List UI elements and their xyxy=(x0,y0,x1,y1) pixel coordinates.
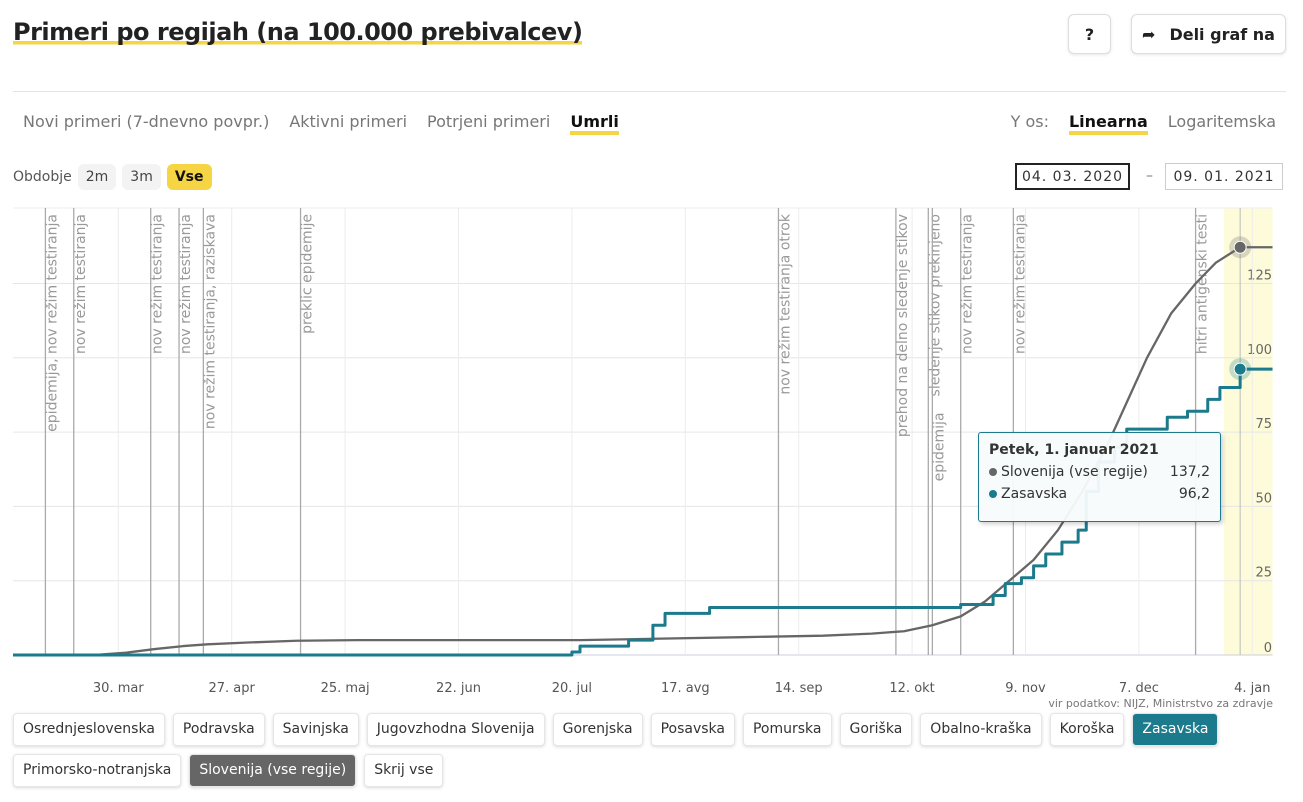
period-all-button[interactable]: Vse xyxy=(166,164,212,190)
tab-potrjeni-primeri[interactable]: Potrjeni primeri xyxy=(427,112,551,131)
data-source: vir podatkov: NIJZ, Ministrstvo za zdrav… xyxy=(1048,697,1273,710)
region-button-savinjska[interactable]: Savinjska xyxy=(272,713,359,746)
y-tick-label: 50 xyxy=(1255,491,1272,506)
series-line-slovenija-vse-regije- xyxy=(13,246,1273,657)
hover-point xyxy=(1233,362,1247,376)
x-tick-label: 7. dec xyxy=(1119,681,1159,696)
tab-aktivni-primeri[interactable]: Aktivni primeri xyxy=(289,112,408,131)
annotation-label: epidemija xyxy=(931,412,947,481)
tooltip-row: Slovenija (vse regije) 137,2 xyxy=(989,464,1210,480)
tab-umrli[interactable]: Umrli xyxy=(570,112,619,135)
date-to-input[interactable]: 09. 01. 2021 xyxy=(1165,163,1283,190)
annotation-label: epidemija, nov režim testiranja xyxy=(44,214,60,432)
y-linear-option[interactable]: Linearna xyxy=(1068,112,1148,135)
y-tick-label: 25 xyxy=(1255,566,1272,581)
annotation-label: nov režim testiranja otrok xyxy=(777,213,793,395)
x-tick-label: 17. avg xyxy=(661,681,710,696)
divider xyxy=(13,91,1286,92)
tooltip-title: Petek, 1. januar 2021 xyxy=(989,442,1159,458)
region-button-obalno-kraška[interactable]: Obalno-kraška xyxy=(920,713,1042,746)
region-button-slovenija-vse-regije-[interactable]: Slovenija (vse regije) xyxy=(189,754,357,787)
y-tick-label: 100 xyxy=(1247,343,1272,358)
region-button-koroška[interactable]: Koroška xyxy=(1049,713,1125,746)
x-tick-label: 27. apr xyxy=(209,681,256,696)
tooltip-series-name: Zasavska xyxy=(1001,486,1068,502)
region-filters: Osrednjeslovenska Podravska Savinjska Jugov… xyxy=(13,713,1293,787)
x-tick-label: 9. nov xyxy=(1005,681,1046,696)
region-button-posavska[interactable]: Posavska xyxy=(650,713,735,746)
annotation-label: nov režim testiranja xyxy=(73,214,89,354)
annotation-label: nov režim testiranja xyxy=(1012,214,1028,354)
annotation-label: prehod na delno sledenje stikov xyxy=(895,214,911,437)
page-title: Primeri po regijah (na 100.000 prebivalc… xyxy=(13,18,583,46)
region-button-goriška[interactable]: Goriška xyxy=(839,713,913,746)
period-2m-button[interactable]: 2m xyxy=(77,164,117,190)
series-dot-icon xyxy=(989,468,997,476)
y-tick-label: 125 xyxy=(1247,269,1272,284)
date-from-input[interactable]: 04. 03. 2020 xyxy=(1015,163,1130,190)
y-tick-label: 75 xyxy=(1255,417,1272,432)
annotation-label: preklic epidemije xyxy=(300,214,316,334)
tooltip-value: 137,2 xyxy=(1169,464,1210,480)
region-button-skrij-vse[interactable]: Skrij vse xyxy=(364,754,444,787)
tooltip-row: Zasavska 96,2 xyxy=(989,486,1210,502)
annotation-label: nov režim testiranja, raziskava xyxy=(202,214,218,429)
x-tick-label: 12. okt xyxy=(889,681,934,696)
region-button-jugovzhodna-slovenija[interactable]: Jugovzhodna Slovenija xyxy=(366,713,545,746)
period-3m-button[interactable]: 3m xyxy=(122,164,161,190)
region-button-podravska[interactable]: Podravska xyxy=(172,713,265,746)
share-label: Deli graf na xyxy=(1169,24,1275,44)
region-button-osrednjeslovenska[interactable]: Osrednjeslovenska xyxy=(13,713,165,746)
region-button-primorsko-notranjska[interactable]: Primorsko-notranjska xyxy=(13,754,182,787)
annotation-label: nov režim testiranja xyxy=(960,214,976,354)
x-tick-label: 30. mar xyxy=(93,681,144,696)
period-label: Obdobje xyxy=(13,169,72,185)
series-dot-icon xyxy=(989,490,997,498)
region-button-gorenjska[interactable]: Gorenjska xyxy=(552,713,643,746)
hover-point xyxy=(1233,240,1247,254)
annotation-label: nov režim testiranja xyxy=(150,214,166,354)
y-axis-label: Y os: xyxy=(1010,112,1049,131)
series-line-zasavska xyxy=(13,367,1273,657)
metric-tabs: Novi primeri (7-dnevno povpr.) Aktivni p… xyxy=(23,112,619,135)
x-tick-label: 14. sep xyxy=(775,681,823,696)
region-button-zasavska[interactable]: Zasavska xyxy=(1132,713,1219,746)
y-axis-toggle: Y os: Linearna Logaritemska xyxy=(1011,112,1276,135)
date-separator: – xyxy=(1146,168,1153,184)
tooltip-series-name: Slovenija (vse regije) xyxy=(1001,464,1148,480)
share-icon: ➦ xyxy=(1142,24,1156,44)
y-tick-label: 0 xyxy=(1264,641,1272,656)
annotation-label: hitri antigenski testi xyxy=(1195,214,1211,354)
tab-novi-primeri[interactable]: Novi primeri (7-dnevno povpr.) xyxy=(23,112,270,131)
help-button[interactable]: ? xyxy=(1068,14,1111,54)
annotation-label: nov režim testiranja xyxy=(178,214,194,354)
chart-tooltip: Petek, 1. januar 2021 Slovenija (vse reg… xyxy=(978,432,1221,522)
x-tick-label: 4. jan xyxy=(1234,681,1270,696)
region-button-pomurska[interactable]: Pomurska xyxy=(742,713,832,746)
tooltip-value: 96,2 xyxy=(1178,486,1210,502)
annotation-label: sledenje stikov prekinjeno xyxy=(927,214,943,396)
y-log-option[interactable]: Logaritemska xyxy=(1167,112,1276,131)
x-tick-label: 20. jul xyxy=(552,681,592,696)
x-tick-label: 22. jun xyxy=(436,681,481,696)
period-selector: Obdobje 2m 3m Vse xyxy=(13,164,212,190)
x-tick-label: 25. maj xyxy=(321,681,370,696)
share-button[interactable]: ➦ Deli graf na xyxy=(1131,14,1286,54)
chart[interactable]: 0 25 50 75 100 125 30. mar 27. apr 25. maj 22. ju… xyxy=(0,200,1303,700)
